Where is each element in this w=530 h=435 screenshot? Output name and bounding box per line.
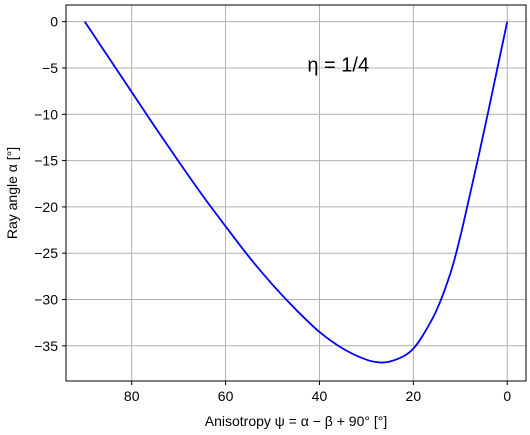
y-tick-label: −10 (34, 106, 58, 122)
y-axis-label: Ray angle α [°] (4, 147, 20, 239)
y-tick-label: −20 (34, 199, 58, 215)
x-axis-label: Anisotropy ψ = α − β + 90° [°] (205, 413, 387, 429)
series-layer (84, 21, 509, 364)
plot-frame (65, 4, 527, 382)
y-tick-label: −25 (34, 245, 58, 261)
y-tick-label: −5 (42, 60, 58, 76)
x-tick-label: 20 (406, 388, 422, 404)
x-tick-label: 80 (124, 388, 140, 404)
series-line (84, 21, 509, 364)
x-tick-label: 40 (312, 388, 328, 404)
y-tick-label: −35 (34, 338, 58, 354)
y-tick-label: −30 (34, 292, 58, 308)
x-tick-label: 60 (218, 388, 234, 404)
chart-annotation: η = 1/4 (307, 54, 369, 76)
y-tick-label: −15 (34, 153, 58, 169)
x-tick-label: 0 (503, 388, 511, 404)
ticks: 80 60 40 20 0 0 −5 −10 −15 −20 −25 −30 −35 (34, 14, 511, 404)
y-tick-label: 0 (50, 14, 58, 30)
grid (66, 5, 526, 381)
